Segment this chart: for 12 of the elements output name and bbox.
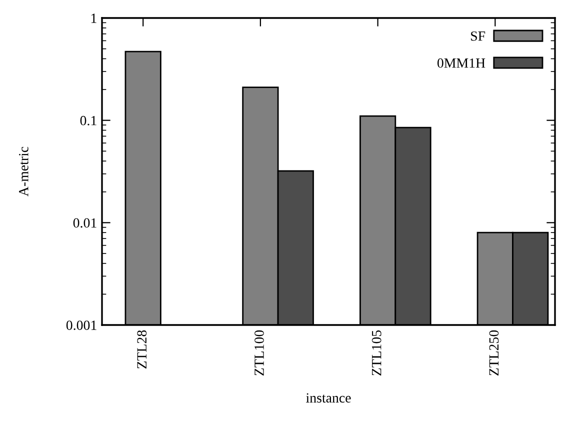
y-tick-label: 0.001: [66, 320, 96, 330]
legend-label: 0MM1H: [437, 58, 486, 68]
x-tick-label: ZTL105: [372, 330, 382, 376]
y-axis-title: A-metric: [19, 146, 28, 196]
x-axis-title: instance: [306, 393, 351, 403]
y-tick-label: 0.01: [73, 218, 96, 228]
x-tick-label: ZTL250: [489, 330, 499, 376]
y-tick-label: 0.1: [80, 116, 96, 126]
y-tick-label: 1: [91, 14, 96, 23]
legend-label: SF: [471, 31, 486, 41]
x-tick-label: ZTL100: [254, 330, 264, 376]
x-tick-label: ZTL28: [137, 330, 147, 369]
